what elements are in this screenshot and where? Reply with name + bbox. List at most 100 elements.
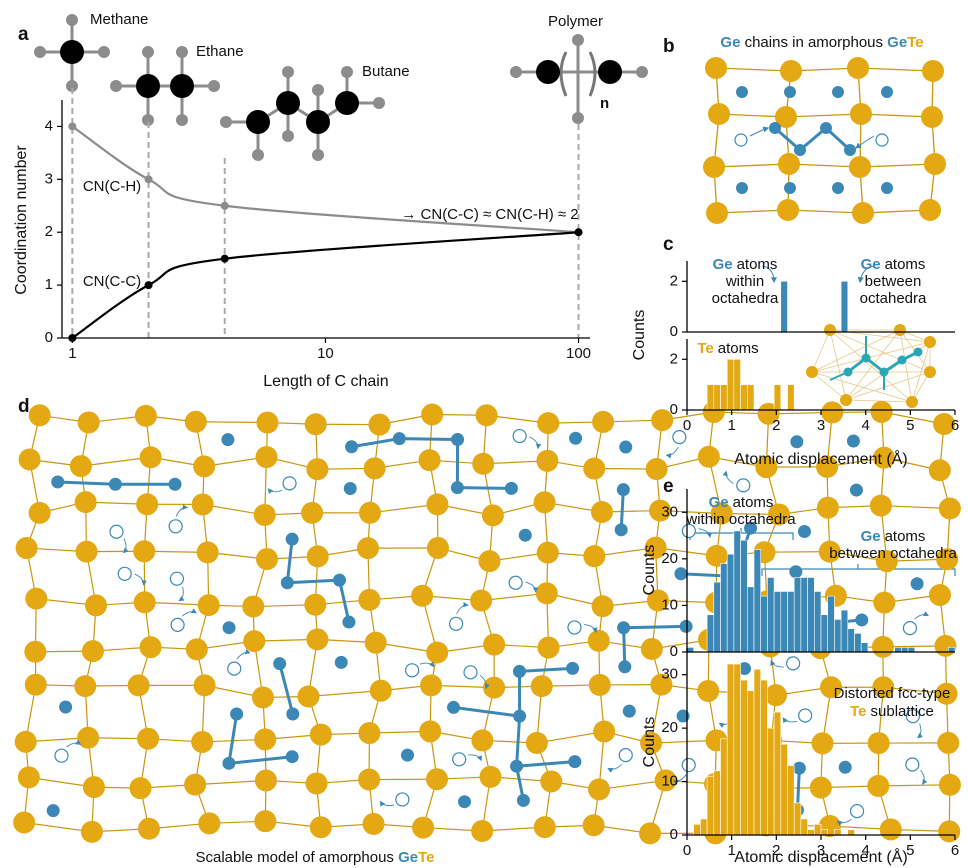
annotation: Geatoms: [861, 528, 926, 545]
ge-atom: [230, 707, 243, 720]
caption-segment: Ge: [887, 34, 907, 51]
te-atom: [778, 153, 800, 175]
ge-bond: [517, 716, 520, 766]
histogram-bar: [794, 577, 801, 652]
te-atom: [537, 542, 559, 564]
te-atom: [357, 537, 379, 559]
te-atom: [421, 403, 443, 425]
arrow: [856, 136, 874, 148]
te-atom: [817, 497, 839, 519]
vacancy: [509, 576, 522, 589]
histogram-bar: [808, 577, 815, 652]
te-atom: [358, 769, 380, 791]
ge-bond: [519, 668, 572, 671]
vacancy: [453, 753, 466, 766]
ge-atom: [850, 484, 863, 497]
series-label: CN(C-H): [83, 178, 141, 195]
ge-atom: [619, 441, 632, 454]
te-atom: [185, 411, 207, 433]
te-atom: [706, 202, 728, 224]
ge-atom: [333, 574, 346, 587]
ge-atom: [794, 144, 806, 156]
vacancy: [876, 134, 888, 146]
vacancy: [682, 759, 695, 772]
histogram-bar: [774, 712, 781, 835]
vacancy: [170, 572, 183, 585]
inset-bond: [830, 330, 912, 402]
te-atom: [256, 548, 278, 570]
molecule-label: Methane: [90, 11, 148, 28]
vacancy: [513, 430, 526, 443]
vacancy: [228, 662, 241, 675]
inset-ge: [898, 356, 907, 365]
y-tick-label: 30: [661, 666, 678, 683]
te-atom: [420, 674, 442, 696]
y-axis-label: Counts: [631, 310, 648, 361]
molecule-label: Ethane: [196, 43, 244, 60]
te-atom: [359, 502, 381, 524]
annotation-text: octahedra: [712, 290, 779, 307]
carbon-atom: [306, 110, 330, 134]
te-atom: [938, 820, 960, 842]
carbon-atom: [276, 91, 300, 115]
inset-bond: [812, 372, 912, 402]
inset-ge: [844, 368, 853, 377]
ge-bond: [287, 580, 339, 583]
te-atom: [593, 721, 615, 743]
annotation-text: atoms: [733, 494, 774, 511]
te-atom: [29, 404, 51, 426]
bracket: [561, 52, 566, 96]
ge-atom: [911, 577, 924, 590]
ge-atom: [617, 621, 630, 634]
arrow: [914, 615, 928, 620]
te-atom: [589, 674, 611, 696]
te-atom: [482, 504, 504, 526]
histogram-bar: [808, 830, 815, 835]
te-atom: [780, 60, 802, 82]
te-atom: [306, 772, 328, 794]
te-atom: [812, 732, 834, 754]
te-atom: [364, 457, 386, 479]
te-atom: [921, 106, 943, 128]
te-atom: [536, 582, 558, 604]
arrow: [918, 724, 921, 738]
annotation-text: atoms: [885, 256, 926, 273]
annotation: → CN(C-C) ≈ CN(C-H) ≈ 2: [401, 206, 578, 223]
histogram-bar: [694, 824, 701, 835]
histogram-bar: [828, 596, 835, 652]
hydrogen-atom: [373, 97, 385, 109]
te-atom: [849, 156, 871, 178]
ge-atom: [615, 523, 628, 536]
x-tick-label: 6: [951, 842, 959, 859]
te-atom: [133, 540, 155, 562]
te-atom: [19, 449, 41, 471]
y-tick-label: 20: [661, 550, 678, 567]
annotation: between octahedra: [829, 545, 957, 562]
te-atom: [583, 458, 605, 480]
ge-atom: [223, 621, 236, 634]
data-point: [68, 122, 76, 130]
carbon-atom: [60, 40, 84, 64]
te-atom: [138, 818, 160, 840]
vacancy: [110, 525, 123, 538]
te-atom: [850, 103, 872, 125]
ge-bond: [399, 439, 457, 440]
te-atom: [426, 641, 448, 663]
te-atom: [471, 820, 493, 842]
panel-letter: e: [663, 476, 674, 497]
ge-atom: [680, 620, 693, 633]
te-atom: [13, 811, 35, 833]
caption-segment: Scalable model of amorphous: [195, 849, 398, 866]
ge-atom: [789, 565, 802, 578]
data-point: [221, 255, 229, 263]
annotation: between: [865, 273, 922, 290]
annotation-element: Ge: [713, 256, 733, 273]
annotation-text: octahedra: [860, 290, 927, 307]
histogram-bar: [821, 615, 828, 652]
annotation-text: sublattice: [871, 703, 934, 720]
ge-atom: [769, 122, 781, 134]
histogram-bar: [834, 830, 841, 835]
caption-segment: Te: [907, 34, 923, 51]
y-tick-label: 0: [670, 323, 678, 340]
